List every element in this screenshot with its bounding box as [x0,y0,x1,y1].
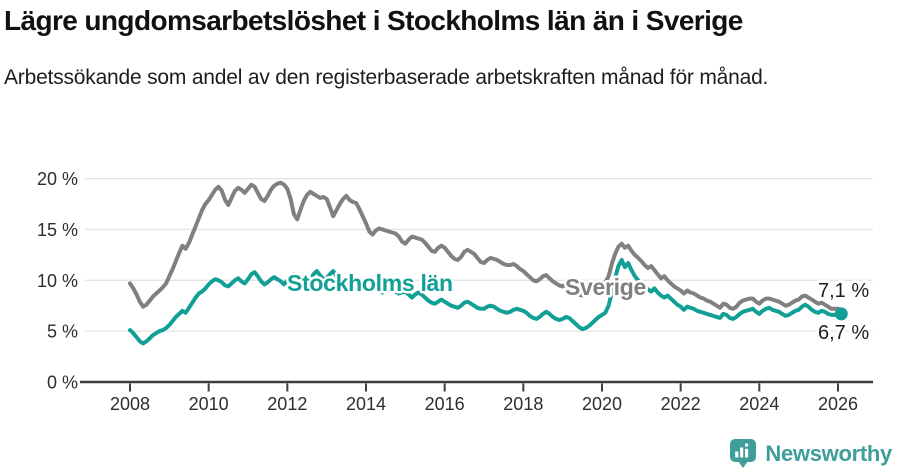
series-end-dot-stockholms-l-n [834,307,848,321]
y-tick-label: 0 % [47,373,78,393]
series-inline-label-sverige: Sverige [565,274,646,300]
y-tick-label: 10 % [37,271,78,291]
series-end-value-label-sverige: 7,1 % [818,280,869,302]
x-tick-label: 2014 [346,394,386,414]
y-tick-label: 20 % [37,169,78,189]
x-tick-label: 2024 [739,394,779,414]
x-tick-label: 2012 [267,394,307,414]
x-tick-label: 2008 [110,394,150,414]
series-inline-label-stockholms-l-n: Stockholms län [287,270,453,296]
x-tick-label: 2010 [189,394,229,414]
x-tick-label: 2020 [582,394,622,414]
x-tick-label: 2022 [661,394,701,414]
y-tick-label: 15 % [37,220,78,240]
newsworthy-speech-bubble-bar-chart-icon [730,439,757,468]
brand-name: Newsworthy [765,440,892,466]
x-tick-label: 2016 [425,394,465,414]
series-line-stockholms-l-n [128,258,844,346]
x-tick-label: 2018 [503,394,543,414]
series-line-sverige [128,180,844,312]
newsworthy-logo: Newsworthy [729,438,892,469]
page-title: Lägre ungdomsarbetslöshet i Stockholms l… [4,5,743,36]
x-tick-label: 2026 [818,394,858,414]
y-tick-label: 5 % [47,322,78,342]
chart-subtitle: Arbetssökande som andel av den registerb… [4,66,769,89]
series-end-value-label-stockholms-l-n: 6,7 % [818,322,869,344]
